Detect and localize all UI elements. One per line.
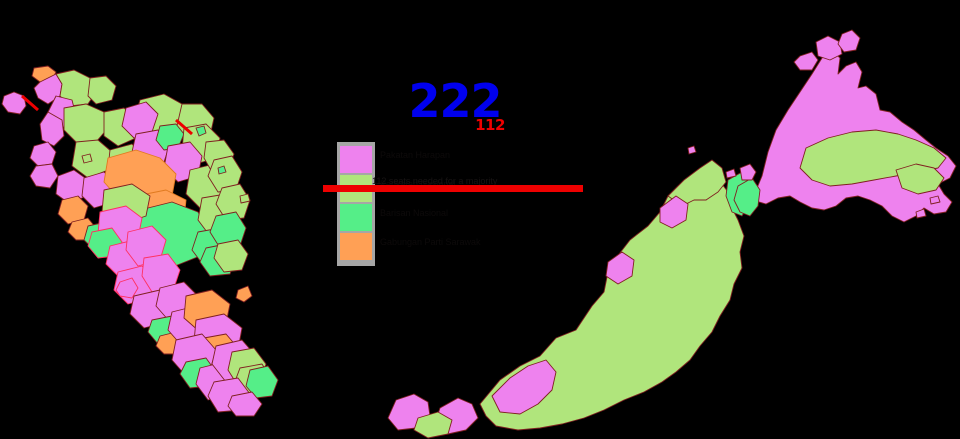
total-seats-number: 222 [408, 74, 502, 128]
majority-seats-number: 112 [475, 116, 505, 134]
region-sabah[interactable] [687, 29, 957, 223]
legend-label-4: Gabungan Parti Sarawak [380, 237, 481, 247]
region-peninsular-malaysia[interactable] [1, 65, 279, 417]
legend-swatch-1 [340, 146, 372, 173]
leader-line-langkawi [21, 94, 39, 112]
legend-swatch-3 [340, 204, 372, 231]
leader-line-kelantan [175, 118, 193, 136]
legend-swatch-4 [340, 233, 372, 260]
majority-bar [323, 185, 583, 192]
legend[interactable] [337, 142, 375, 266]
majority-bar-caption: 112 seats needed for a majority [372, 176, 498, 186]
legend-label-2: Perikatan Nasional [380, 179, 456, 189]
seat-total-block: 222 112 [400, 78, 540, 142]
legend-label-3: Barisan Nasional [380, 208, 449, 218]
legend-label-1: Pakatan Harapan [380, 150, 451, 160]
region-sarawak[interactable] [387, 159, 753, 439]
